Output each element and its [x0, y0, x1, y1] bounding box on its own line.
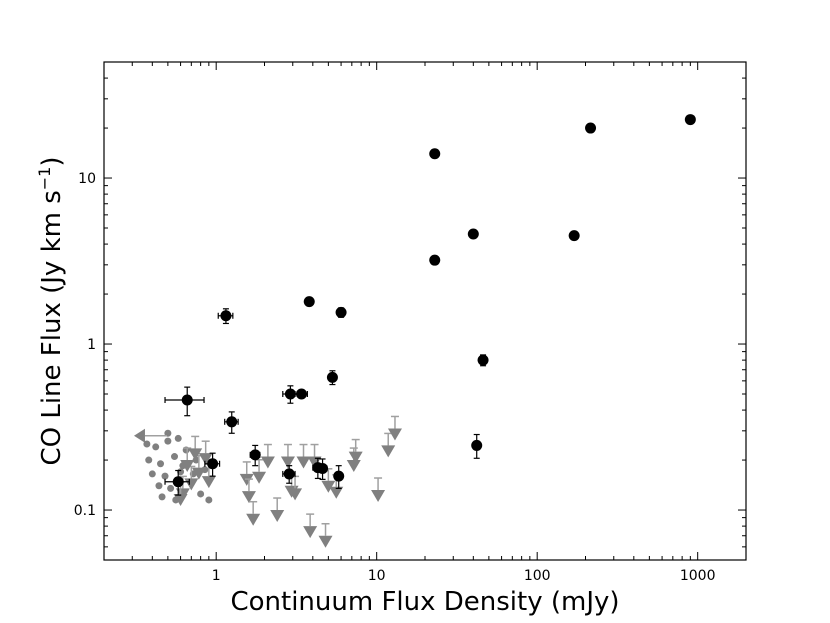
y-tick-label: 1 — [87, 337, 96, 353]
limit-dot — [164, 429, 172, 437]
upper-limit-arrow — [201, 476, 216, 489]
upper-limit-arrow — [387, 428, 402, 441]
x-tick-label: 10 — [368, 568, 386, 584]
detection-point — [284, 388, 296, 400]
detection-markers — [164, 114, 696, 496]
upper-limit-arrow — [173, 493, 188, 506]
y-axis-label: CO Line Flux (Jy km s−1) — [35, 156, 67, 465]
x-tick-label: 1 — [212, 568, 221, 584]
detection-point — [471, 439, 483, 451]
upper-limit-arrow — [381, 445, 396, 458]
y-axis-label-exponent: −1 — [35, 167, 54, 191]
x-axis-label: Continuum Flux Density (mJy) — [230, 587, 619, 617]
detection-point — [172, 476, 184, 488]
limit-dot — [157, 460, 165, 468]
limit-dot — [174, 434, 182, 442]
limit-dot — [158, 493, 166, 501]
upper-limit-arrow — [321, 480, 336, 493]
axis-ticks: 1 10 100 1000 0.1 1 10 — [74, 61, 747, 584]
detection-point — [335, 306, 347, 318]
y-axis-label-close: ) — [37, 156, 67, 166]
detection-point — [467, 228, 479, 240]
detection-point — [207, 458, 219, 470]
upper-limit-arrow — [348, 451, 363, 464]
upper-limit-arrow — [260, 456, 275, 469]
detection-point — [429, 148, 441, 160]
limit-dot — [143, 440, 151, 448]
limit-dot — [164, 437, 172, 445]
x-tick-label: 1000 — [680, 568, 716, 584]
detection-point — [295, 388, 307, 400]
upper-limit-arrow — [296, 456, 311, 469]
upper-limit-arrow — [280, 456, 295, 469]
upper-limit-arrow — [329, 486, 344, 499]
upper-limit-arrow — [288, 488, 303, 501]
y-tick-label: 0.1 — [74, 503, 96, 519]
upper-limit-arrow — [246, 513, 261, 526]
upper-limit-arrow — [371, 490, 386, 503]
detection-point — [303, 296, 315, 308]
limit-dot — [161, 472, 169, 480]
detection-point — [684, 114, 696, 126]
limit-dot — [197, 490, 205, 498]
y-axis-label-main: CO Line Flux (Jy km s — [37, 190, 67, 465]
upper-limit-markers — [133, 415, 402, 548]
upper-limit-arrow — [270, 510, 285, 523]
limit-dot — [171, 453, 179, 461]
detection-point — [568, 230, 580, 242]
limit-dot — [155, 482, 163, 490]
limit-dot — [152, 443, 160, 451]
x-tick-label: 100 — [524, 568, 551, 584]
left-limit-arrow — [133, 428, 145, 443]
upper-limit-arrow — [252, 471, 267, 484]
detection-point — [317, 462, 329, 474]
plot-frame — [103, 61, 747, 561]
limit-dot — [205, 496, 213, 504]
y-tick-label: 10 — [78, 171, 96, 187]
upper-limit-arrow — [241, 491, 256, 504]
limit-dot — [148, 470, 156, 478]
detection-point — [333, 470, 345, 482]
detection-point — [283, 468, 295, 480]
upper-limit-arrow — [188, 448, 203, 461]
upper-limit-arrow — [346, 460, 361, 473]
detection-point — [249, 449, 261, 461]
limit-dot — [167, 484, 175, 492]
upper-limit-arrow — [303, 526, 318, 539]
detection-point — [220, 310, 232, 322]
detection-point — [326, 371, 338, 383]
detection-point — [585, 122, 597, 134]
detection-point — [477, 354, 489, 366]
upper-limit-arrow — [198, 453, 213, 466]
upper-limit-arrow — [318, 535, 333, 548]
upper-limit-arrow — [191, 467, 206, 480]
detection-point — [226, 416, 238, 428]
limit-dot — [145, 456, 153, 464]
upper-limit-arrow — [239, 473, 254, 486]
detection-point — [429, 254, 441, 266]
detection-point — [181, 394, 193, 406]
upper-limit-arrow — [180, 460, 195, 473]
